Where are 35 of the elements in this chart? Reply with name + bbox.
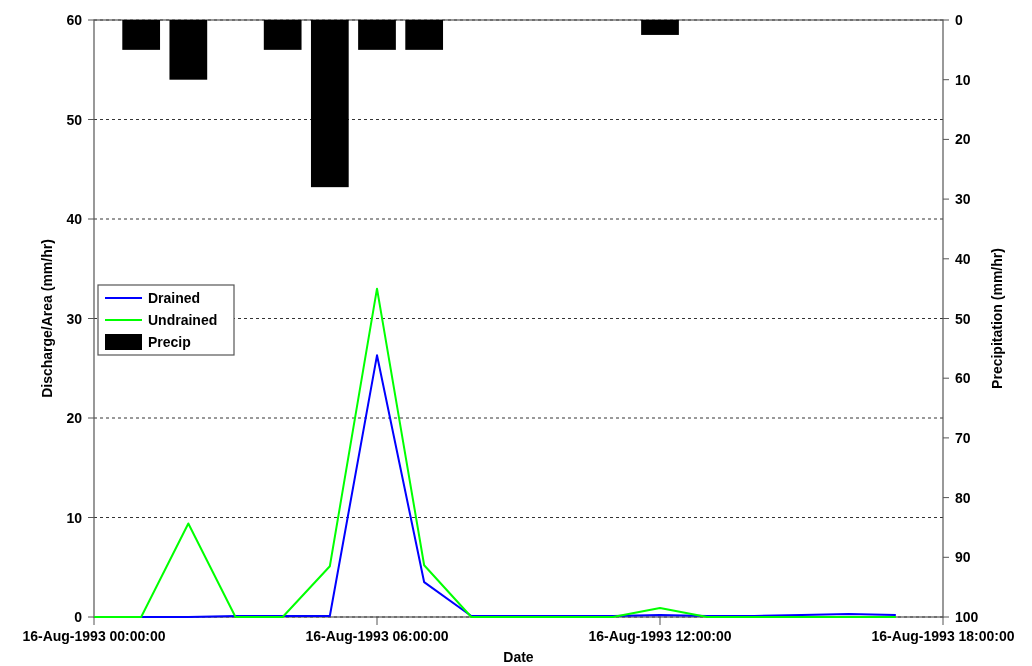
y-tick-label: 40	[66, 211, 83, 227]
x-axis-title: Date	[503, 649, 534, 665]
bar	[405, 20, 444, 50]
bar	[169, 20, 208, 80]
legend-label: Precip	[148, 334, 191, 350]
y2-tick-label: 90	[955, 549, 971, 566]
y-tick-label: 10	[66, 509, 83, 526]
y2-tick-label: 50	[955, 310, 971, 327]
bar	[122, 20, 161, 50]
y-tick-label: 20	[66, 410, 83, 426]
x-tick-label: 16-Aug-1993 00:00:00	[22, 628, 166, 644]
y2-tick-label: 60	[955, 370, 971, 387]
y-tick-label: 0	[74, 609, 83, 625]
line-series	[93, 287, 897, 618]
bar	[641, 20, 679, 35]
y-tick-label: 30	[66, 310, 83, 327]
y2-tick-label: 10	[955, 71, 971, 88]
y2-tick-label: 20	[955, 131, 971, 148]
y2-axis-title: Precipitation (mm/hr)	[989, 248, 1005, 389]
y-tick-label: 50	[66, 111, 83, 128]
y-tick-label: 60	[66, 12, 83, 28]
bar	[358, 20, 396, 50]
bar	[263, 20, 302, 50]
y2-tick-label: 100	[955, 609, 979, 625]
y2-tick-label: 40	[955, 250, 971, 267]
x-tick-label: 16-Aug-1993 12:00:00	[588, 628, 732, 644]
y2-tick-label: 30	[955, 191, 971, 208]
y2-tick-label: 80	[955, 489, 971, 506]
y2-tick-label: 70	[955, 429, 971, 446]
legend-label: Drained	[148, 290, 201, 306]
x-tick-label: 16-Aug-1993 18:00:00	[871, 628, 1015, 644]
x-tick-label: 16-Aug-1993 06:00:00	[305, 628, 449, 644]
y2-tick-label: 0	[955, 12, 963, 28]
legend-label: Undrained	[148, 312, 218, 328]
y-axis-title: Discharge/Area (mm/hr)	[39, 239, 55, 398]
